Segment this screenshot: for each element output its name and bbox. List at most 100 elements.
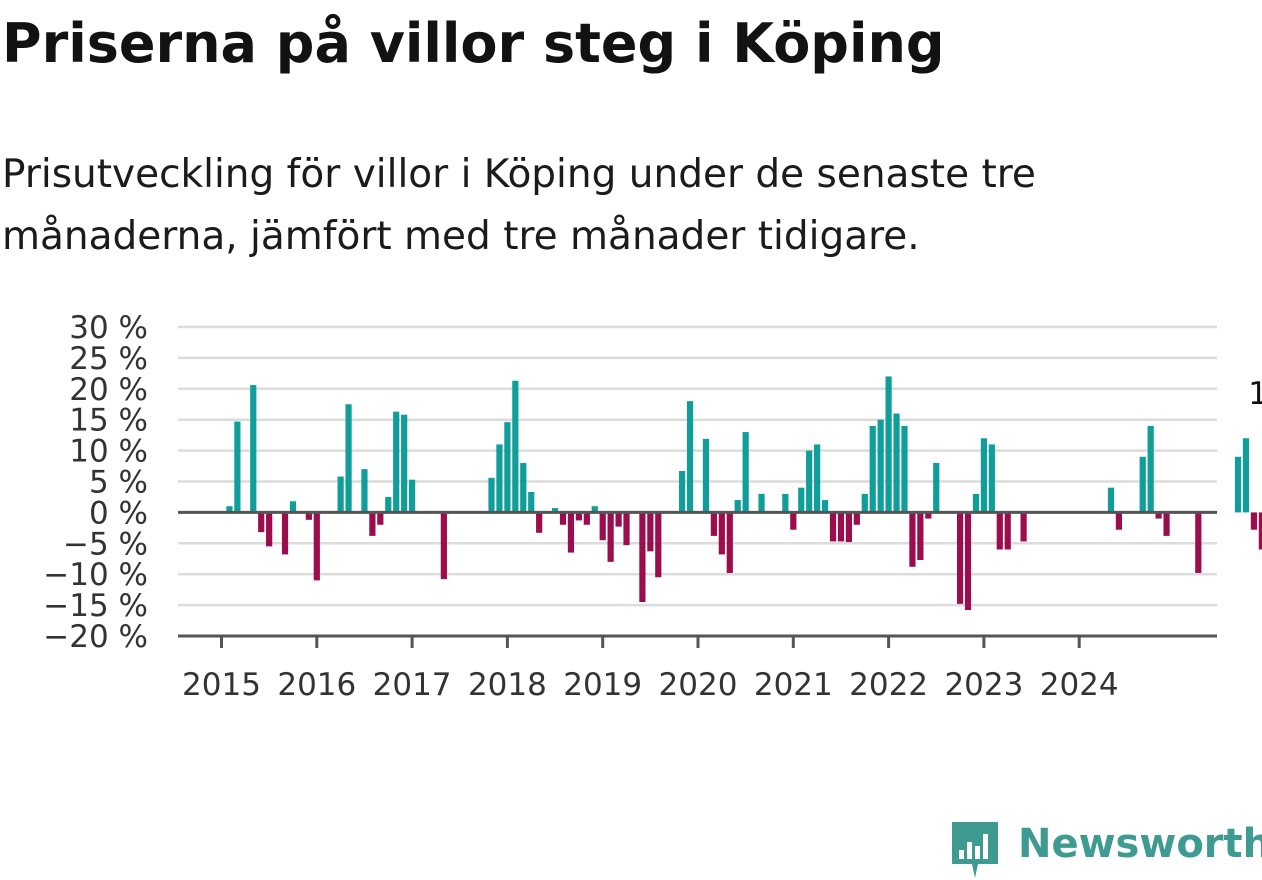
bar: [647, 512, 654, 552]
bar: [996, 512, 1003, 550]
y-tick-label: 25 %: [69, 341, 148, 377]
bar: [790, 512, 797, 530]
bar: [226, 506, 233, 513]
bar: [575, 512, 582, 521]
bar: [345, 404, 352, 513]
bar: [1195, 512, 1202, 573]
x-tick-label: 2016: [277, 667, 356, 703]
bar: [536, 512, 543, 533]
y-tick-label: −10 %: [43, 557, 148, 593]
bar: [718, 512, 725, 555]
bar: [909, 512, 916, 567]
bar: [742, 432, 749, 513]
bar: [702, 438, 710, 513]
bar: [567, 512, 575, 553]
bar: [679, 470, 686, 513]
bar: [409, 479, 416, 513]
bar: [901, 425, 908, 513]
bar: [440, 512, 447, 580]
bar: [686, 401, 694, 513]
x-tick-label: 2021: [754, 667, 833, 703]
bar: [885, 376, 892, 513]
bar: [504, 422, 511, 513]
y-tick-label: 30 %: [69, 310, 148, 346]
bar: [837, 512, 845, 542]
bar: [710, 512, 717, 536]
newsworthy-logo: Newsworthy: [948, 818, 1262, 880]
bar: [980, 438, 987, 513]
x-tick-label: 2022: [849, 667, 928, 703]
bar: [1163, 512, 1170, 536]
bar: [551, 508, 559, 513]
bar: [1147, 425, 1154, 513]
bar: [956, 512, 964, 604]
bar: [1020, 512, 1027, 542]
x-tick-label: 2023: [944, 667, 1023, 703]
bar: [972, 493, 980, 513]
bars: [226, 376, 1262, 611]
bar: [1004, 512, 1011, 550]
bar: [821, 500, 829, 513]
bar: [726, 512, 733, 573]
x-tick-label: 2017: [373, 667, 452, 703]
bar: [520, 462, 527, 513]
gridlines: [178, 325, 1217, 607]
y-tick-label: 20 %: [69, 372, 148, 408]
bar: [758, 493, 765, 513]
bar: [964, 512, 972, 611]
bar: [1234, 456, 1242, 513]
bar: [266, 512, 273, 547]
bar: [853, 512, 860, 525]
bar: [377, 512, 384, 525]
bar: [488, 477, 495, 513]
bar: [250, 385, 257, 513]
bar: [305, 512, 312, 520]
y-tick-label: 0 %: [89, 495, 148, 531]
bar: [607, 512, 614, 562]
x-tick-label: 2020: [659, 667, 738, 703]
y-tick-label: 10 %: [69, 434, 148, 470]
bar: [289, 501, 297, 513]
bar: [655, 512, 662, 578]
bar: [861, 493, 868, 513]
bar: [925, 512, 932, 519]
bar: [829, 512, 837, 542]
brand-name: Newsworthy: [1018, 821, 1262, 867]
bar: [877, 419, 884, 513]
bar: [782, 493, 789, 513]
bar: [845, 512, 852, 543]
bar: [806, 450, 813, 513]
bar: [559, 512, 567, 525]
y-tick-label: −20 %: [43, 619, 148, 655]
bar: [734, 500, 741, 513]
bar: [337, 476, 344, 513]
bar: [281, 512, 289, 555]
bar: [369, 512, 376, 536]
bar: [1139, 456, 1146, 513]
bar: [1155, 512, 1162, 519]
y-tick-label: 5 %: [89, 465, 148, 501]
chart-title: Priserna på villor steg i Köping: [2, 12, 945, 75]
bar: [1107, 487, 1115, 513]
data-label-background: [1237, 376, 1262, 415]
bar: [401, 414, 408, 513]
data-labels: 12 %: [1237, 376, 1262, 415]
bar: [639, 512, 646, 603]
bar: [893, 413, 900, 513]
x-tick-label: 2018: [468, 667, 547, 703]
bar: [1115, 512, 1123, 530]
x-tick-label: 2024: [1040, 667, 1119, 703]
bar: [798, 487, 805, 513]
bar: [869, 425, 876, 513]
y-tick-label: 15 %: [69, 403, 148, 439]
bar: [385, 496, 392, 513]
bar: [591, 506, 598, 513]
y-axis-labels: 30 %25 %20 %15 %10 %5 %0 %−5 %−10 %−15 %…: [43, 310, 148, 655]
bar: [234, 421, 241, 513]
bar: [258, 512, 265, 533]
bar: [1242, 438, 1250, 513]
bar: [1250, 512, 1258, 530]
bar: [512, 380, 519, 513]
bar: [313, 512, 320, 581]
